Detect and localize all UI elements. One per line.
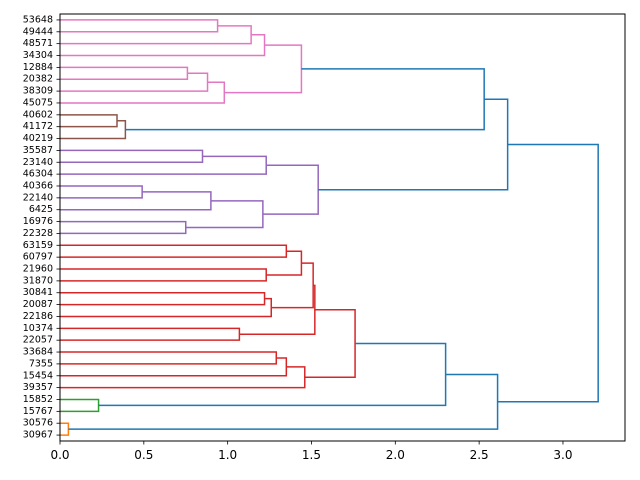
leaf-label: 60797 [23,252,53,263]
leaf-label: 45075 [23,97,53,108]
leaf-label: 15767 [23,406,53,417]
leaf-label: 34304 [23,50,53,61]
leaf-label: 22057 [23,335,53,346]
leaf-label: 21960 [23,264,53,275]
leaf-label: 22328 [23,228,53,239]
leaf-label: 40602 [23,109,53,120]
dendrogram-link-18 [60,244,288,258]
x-tick-label: 0.5 [134,448,153,462]
leaf-label: 48571 [23,38,53,49]
dendrogram-link-4 [60,72,209,92]
dendrogram-link-23 [271,262,314,309]
dendrogram-link-10 [60,149,204,164]
leaf-label: 10374 [23,323,53,334]
axes-frame [59,13,626,442]
leaf-label: 41172 [23,121,53,132]
dendrogram-link-22 [60,297,272,318]
leaf-label: 20087 [23,299,53,310]
dendrogram-links [60,19,599,436]
dendrogram-link-34 [497,143,599,403]
leaf-label: 23140 [23,157,53,168]
leaf-label: 53648 [23,14,53,25]
leaf-label: 49444 [23,26,53,37]
leaf-label: 30841 [23,287,53,298]
x-tick-label: 1.0 [218,448,237,462]
leaf-label: 15454 [23,370,53,381]
leaf-label: 6425 [29,204,53,215]
leaf-label: 20382 [23,74,53,85]
dendrogram-link-6 [224,44,303,94]
x-axis: 0.0 0.5 1.0 1.5 2.0 2.5 3.0 [50,441,573,462]
dendrogram-link-29 [304,309,356,378]
dendrogram-link-0 [60,19,219,33]
leaf-label: 30967 [23,430,53,441]
leaf-label: 33684 [23,347,53,358]
leaf-label: 40366 [23,180,53,191]
dendrogram-link-2 [60,34,266,57]
leaf-label: 31870 [23,275,53,286]
leaf-label: 63159 [23,240,53,251]
leaf-label: 40219 [23,133,53,144]
x-tick-label: 2.0 [386,448,405,462]
dendrogram-link-12 [60,185,143,199]
leaf-label: 15852 [23,394,53,405]
x-tick-label: 2.5 [470,448,489,462]
leaf-label: 38309 [23,86,53,97]
dendrogram-link-28 [60,366,306,389]
x-tick-label: 0.0 [50,448,69,462]
dendrogram-link-20 [266,250,303,276]
x-tick-label: 1.5 [302,448,321,462]
leaf-label: 16976 [23,216,53,227]
dendrogram-link-27 [60,357,288,377]
leaf-label: 22186 [23,311,53,322]
leaf-label: 22140 [23,192,53,203]
leaf-label: 7355 [29,358,53,369]
dendrogram-link-9 [125,68,485,131]
dendrogram-link-30 [60,398,100,413]
leaf-label: 30576 [23,418,53,429]
dendrogram-link-3 [60,66,189,80]
leaf-labels: 5364849444485713430412884203823830945075… [23,14,60,441]
dendrogram-link-15 [185,200,264,229]
dendrogram-link-31 [98,342,447,407]
leaf-label: 35587 [23,145,53,156]
dendrogram-link-21 [60,291,266,306]
leaf-label: 12884 [23,62,53,73]
leaf-label: 46304 [23,169,53,180]
leaf-label: 39357 [23,382,53,393]
x-tick-label: 3.0 [553,448,572,462]
dendrogram-link-13 [60,191,212,211]
